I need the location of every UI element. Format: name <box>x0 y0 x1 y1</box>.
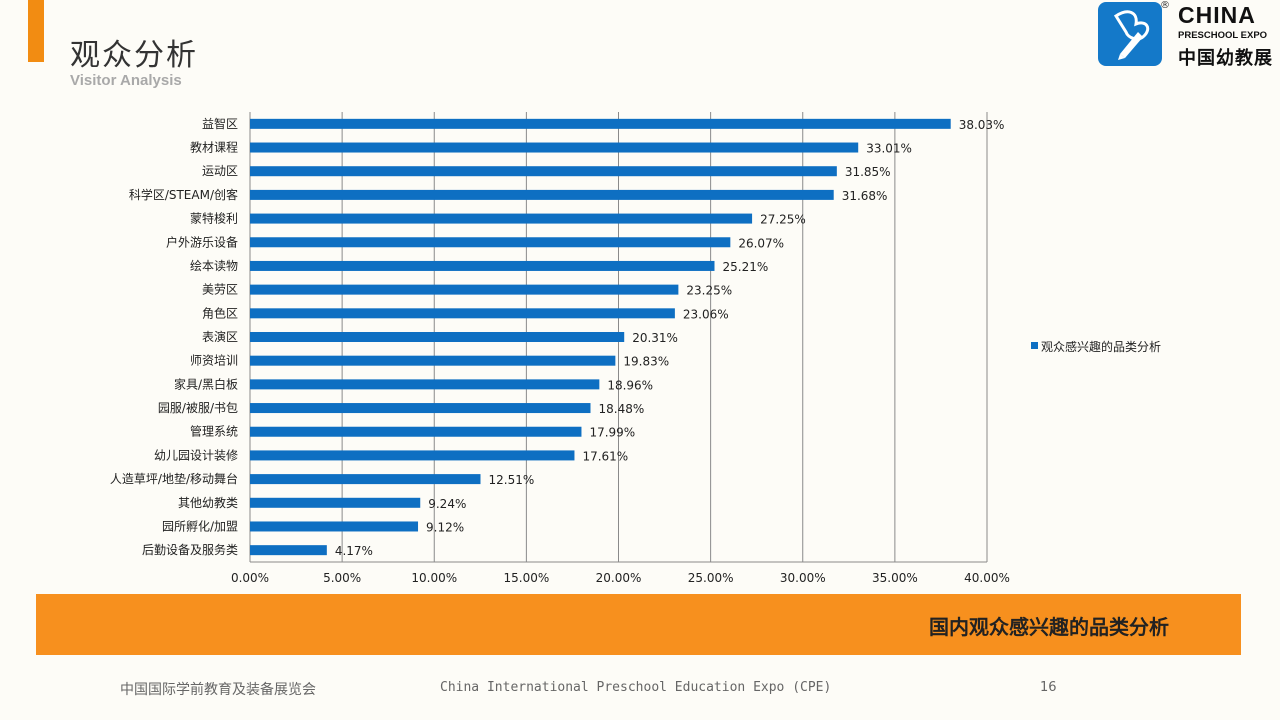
registered-mark: ® <box>1160 0 1170 11</box>
bar <box>250 118 951 129</box>
category-label: 绘本读物 <box>190 258 238 273</box>
legend-label: 观众感兴趣的品类分析 <box>1041 339 1161 354</box>
bar <box>250 260 715 271</box>
data-label: 9.24% <box>428 497 466 511</box>
data-label: 17.61% <box>582 449 628 463</box>
category-label: 管理系统 <box>190 424 238 439</box>
data-label: 23.06% <box>683 307 729 321</box>
category-label: 师资培训 <box>190 353 238 368</box>
category-label: 益智区 <box>202 116 238 131</box>
x-tick-label: 10.00% <box>411 571 457 585</box>
category-label: 角色区 <box>202 306 238 320</box>
x-tick-label: 40.00% <box>964 571 1010 585</box>
bar <box>250 521 419 532</box>
category-label: 蒙特梭利 <box>190 211 238 226</box>
bar <box>250 403 591 414</box>
category-label: 人造草坪/地垫/移动舞台 <box>110 471 238 486</box>
data-label: 18.48% <box>598 402 644 416</box>
bar <box>250 166 837 177</box>
page-number: 16 <box>1040 680 1057 695</box>
data-label: 31.68% <box>842 189 888 203</box>
category-label: 运动区 <box>202 164 238 178</box>
logo-english-name: CHINA <box>1178 2 1256 28</box>
data-label: 12.51% <box>488 473 534 487</box>
data-label: 27.25% <box>760 213 806 227</box>
logo-english-subname: PRESCHOOL EXPO <box>1178 30 1268 41</box>
category-label: 美劳区 <box>202 283 238 297</box>
title-accent-bar <box>28 0 44 62</box>
bar-chart: 0.00% 5.00% 10.00% 15.00% 20.00% 25.00% 30.00%… <box>110 112 1161 585</box>
x-tick-label: 30.00% <box>780 571 826 585</box>
category-label: 表演区 <box>202 329 238 344</box>
legend-swatch <box>1031 342 1038 349</box>
category-label: 其他幼教类 <box>178 495 238 510</box>
bar <box>250 474 481 485</box>
data-label: 23.25% <box>686 284 732 298</box>
category-label: 幼儿园设计装修 <box>154 447 238 462</box>
expo-logo: ® CHINA PRESCHOOL EXPO 中国幼教展 <box>1098 0 1278 69</box>
footer-org-name-cn: 中国国际学前教育及装备展览会 <box>120 682 316 698</box>
category-label: 家具/黑白板 <box>174 376 238 391</box>
footer-org-name-en: China International Preschool Education … <box>440 680 832 695</box>
x-tick-label: 20.00% <box>596 571 642 585</box>
bar <box>250 213 753 224</box>
data-label: 20.31% <box>632 331 678 345</box>
bar <box>250 355 616 366</box>
x-tick-label: 5.00% <box>323 571 361 585</box>
chart-caption: 国内观众感兴趣的品类分析 <box>929 615 1169 639</box>
x-tick-label: 35.00% <box>872 571 918 585</box>
bar <box>250 426 582 437</box>
bar <box>250 497 421 508</box>
bar <box>250 284 679 295</box>
bar <box>250 237 731 248</box>
bar <box>250 189 834 200</box>
data-label: 25.21% <box>722 260 768 274</box>
bar <box>250 450 575 461</box>
category-label: 户外游乐设备 <box>166 234 238 249</box>
data-label: 4.17% <box>335 544 373 558</box>
category-label: 园服/被服/书包 <box>158 401 238 415</box>
category-label: 教材课程 <box>190 140 238 155</box>
bar <box>250 545 327 556</box>
x-tick-label: 15.00% <box>503 571 549 585</box>
bar <box>250 142 859 153</box>
data-label: 31.85% <box>845 165 891 179</box>
bar <box>250 332 625 342</box>
data-label: 17.99% <box>589 426 635 440</box>
page-title: 观众分析 <box>70 38 198 73</box>
data-label: 33.01% <box>866 142 912 156</box>
category-label: 园所孵化/加盟 <box>162 519 238 533</box>
data-label: 9.12% <box>426 520 464 534</box>
chart-caption-banner: 国内观众感兴趣的品类分析 <box>36 594 1241 655</box>
data-label: 38.03% <box>959 118 1005 132</box>
bar <box>250 379 600 390</box>
x-tick-label: 25.00% <box>688 571 734 585</box>
data-label: 18.96% <box>607 378 653 392</box>
category-label: 后勤设备及服务类 <box>142 542 238 557</box>
page-subtitle: Visitor Analysis <box>70 72 182 89</box>
category-label: 科学区/STEAM/创客 <box>129 187 238 202</box>
bar <box>250 308 675 319</box>
data-label: 19.83% <box>623 355 669 369</box>
logo-chinese-name: 中国幼教展 <box>1178 48 1273 69</box>
data-label: 26.07% <box>738 236 784 250</box>
pencil-butterfly-logo-icon <box>1098 2 1162 66</box>
x-tick-label: 0.00% <box>231 571 269 585</box>
